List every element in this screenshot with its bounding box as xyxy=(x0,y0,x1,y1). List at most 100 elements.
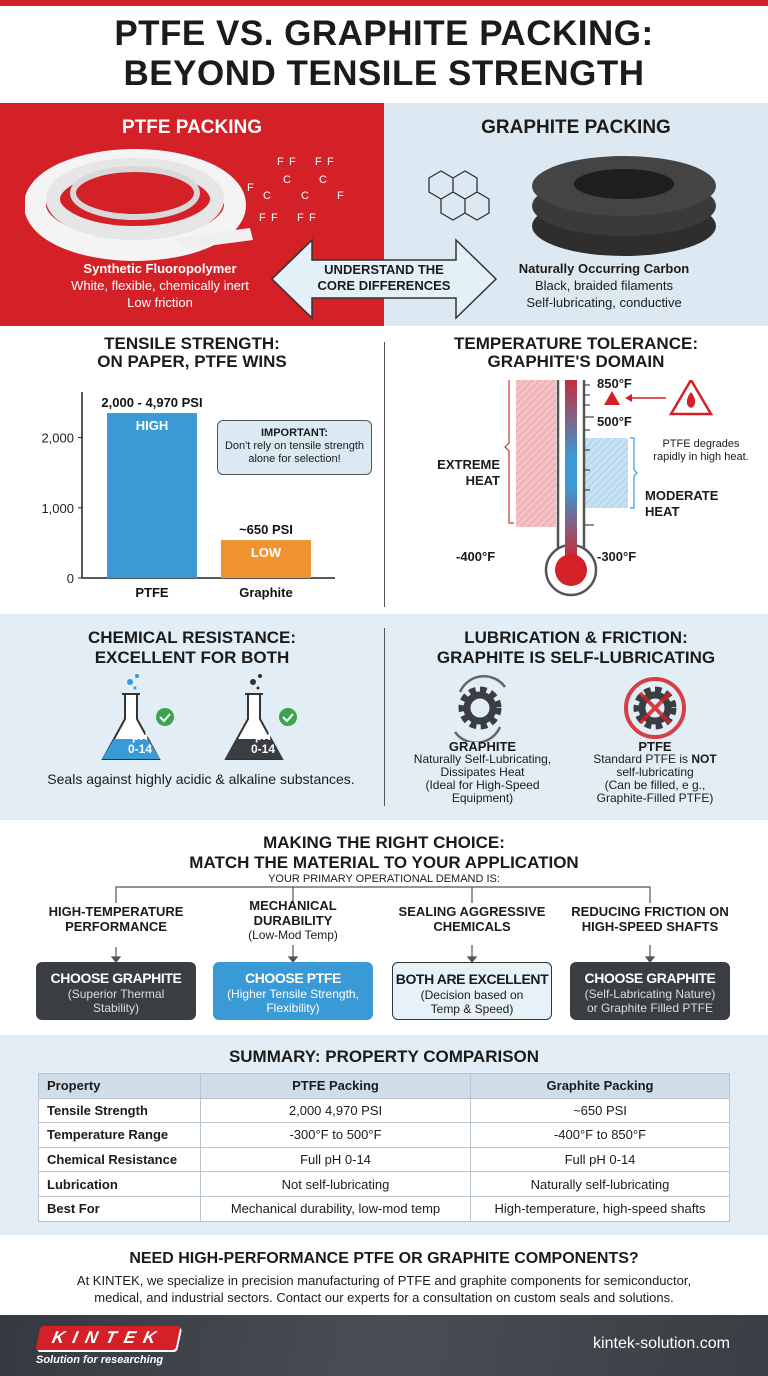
choice-subtitle: YOUR PRIMARY OPERATIONAL DEMAND IS: xyxy=(268,873,500,885)
demand-chemicals: SEALING AGGRESSIVE CHEMICALS xyxy=(384,904,560,934)
table-row: Lubrication Not self-lubricating Naturally… xyxy=(38,1171,730,1197)
ptfe-lubrication-text: PTFE Standard PTFE is NOT self-lubricati… xyxy=(575,740,735,805)
ptfe-subtitle: Synthetic Fluoropolymer xyxy=(83,261,237,276)
demand-mechanical: MECHANICAL DURABILITY (Low-Mod Temp) xyxy=(205,898,381,943)
temperature-title-1: TEMPERATURE TOLERANCE: xyxy=(454,334,698,353)
graphite-range-band xyxy=(516,380,556,527)
warning-line-1: PTFE degrades xyxy=(662,438,740,450)
section-divider-2 xyxy=(384,628,385,806)
y-tick-label: 2,000 xyxy=(41,431,74,446)
arrow-text-1: UNDERSTAND THE xyxy=(324,262,444,277)
cell: Best For xyxy=(38,1195,201,1222)
data-label: 2,000 - 4,970 PSI xyxy=(101,395,202,410)
thermometer-diagram xyxy=(504,380,714,597)
y-tick-label: 1,000 xyxy=(41,501,74,516)
warning-line-2: rapidly in high heat. xyxy=(653,451,749,463)
choose-graphite-box-1: CHOOSE GRAPHITE (Superior Thermal Stabilit… xyxy=(36,962,196,1020)
demand-high-temp: HIGH-TEMPERATURE PERFORMANCE xyxy=(28,904,204,934)
warning-icon xyxy=(604,391,620,405)
ph-label: pH xyxy=(132,729,148,743)
lubrication-title-1: LUBRICATION & FRICTION: xyxy=(464,628,688,647)
demand-line: SEALING AGGRESSIVE xyxy=(398,904,546,919)
ptfe-coil-image xyxy=(25,149,253,261)
graphite-lub-4: Equipment) xyxy=(451,791,514,805)
callout-line-2: alone for selection! xyxy=(248,453,341,465)
svg-text:C: C xyxy=(263,190,271,202)
gear-rotating-icon xyxy=(453,674,507,742)
cell: -400°F to 850°F xyxy=(470,1122,730,1148)
graphite-flask-label: pH 0-14 xyxy=(241,730,285,756)
temp-label-850: 850°F xyxy=(597,376,632,391)
ptfe-flask-icon xyxy=(101,674,174,760)
check-icon xyxy=(156,708,174,726)
cell: Full pH 0-14 xyxy=(470,1146,730,1173)
graphite-flask-icon xyxy=(224,674,297,760)
decision-tree-lines xyxy=(110,886,656,963)
bar-level-label: HIGH xyxy=(136,418,169,433)
choice-title-2: MATCH THE MATERIAL TO YOUR APPLICATION xyxy=(189,853,579,872)
temperature-title: TEMPERATURE TOLERANCE: GRAPHITE'S DOMAIN xyxy=(384,335,768,371)
table-row: Temperature Range -300°F to 500°F -400°F t… xyxy=(38,1122,730,1148)
check-icon xyxy=(279,708,297,726)
header-property: Property xyxy=(38,1073,201,1099)
y-tick-label: 0 xyxy=(67,571,74,586)
ptfe-lub-not: NOT xyxy=(691,752,717,766)
cta-body: At KINTEK, we specialize in precision ma… xyxy=(0,1272,768,1306)
svg-text:F: F xyxy=(315,156,322,168)
chemical-title-2: EXCELLENT FOR BOTH xyxy=(94,648,290,667)
ph-range: 0-14 xyxy=(127,742,153,756)
comparison-table: Property PTFE Packing Graphite Packing T… xyxy=(38,1073,730,1222)
logo-text: KINTEK xyxy=(50,1328,166,1347)
thermometer-bulb xyxy=(555,554,587,586)
bar-ptfe xyxy=(107,413,197,578)
cell: -300°F to 500°F xyxy=(200,1122,471,1148)
ptfe-lub-1: Standard PTFE is xyxy=(593,752,692,766)
graphite-desc-2: Self-lubricating, conductive xyxy=(526,295,682,310)
tagline: Solution for researching xyxy=(36,1354,164,1366)
temp-label-minus400: -400°F xyxy=(456,549,496,564)
ph-range: 0-14 xyxy=(250,742,276,756)
result-detail: Flexibility) xyxy=(266,1001,320,1015)
ptfe-desc-1: White, flexible, chemically inert xyxy=(71,278,249,293)
demand-line: PERFORMANCE xyxy=(65,919,167,934)
cell: Naturally self-lubricating xyxy=(470,1171,730,1197)
ptfe-range-brace xyxy=(630,437,638,509)
ptfe-flask-label: pH 0-14 xyxy=(118,730,162,756)
temp-label-minus300: -300°F xyxy=(597,549,637,564)
demand-line: CHEMICALS xyxy=(433,919,511,934)
summary-title: SUMMARY: PROPERTY COMPARISON xyxy=(228,1047,540,1066)
graphite-lub-1: Naturally Self-Lubricating, xyxy=(413,752,552,766)
graphite-subtitle: Naturally Occurring Carbon xyxy=(518,261,690,276)
callout-title: IMPORTANT: xyxy=(260,427,328,439)
demand-line: HIGH-SPEED SHAFTS xyxy=(581,919,719,934)
ptfe-lub-name: PTFE xyxy=(638,739,672,754)
result-detail: (Self-Labricating Nature) xyxy=(584,987,716,1001)
both-excellent-box: BOTH ARE EXCELLENT (Decision based on Temp… xyxy=(392,962,552,1020)
double-arrow-icon xyxy=(270,238,498,320)
choose-graphite-box-2: CHOOSE GRAPHITE (Self-Labricating Nature)… xyxy=(570,962,730,1020)
svg-text:F: F xyxy=(327,156,334,168)
ptfe-degrades-note: PTFE degrades rapidly in high heat. xyxy=(636,438,766,464)
cell: Chemical Resistance xyxy=(38,1146,201,1173)
chemical-caption: Seals against highly acidic & alkaline s… xyxy=(47,771,355,787)
data-label: ~650 PSI xyxy=(239,522,293,537)
result-label: CHOOSE GRAPHITE xyxy=(584,970,716,986)
graphite-lub-name: GRAPHITE xyxy=(448,739,517,754)
header-ptfe: PTFE Packing xyxy=(200,1073,471,1099)
cell: ~650 PSI xyxy=(470,1097,730,1124)
cell: Lubrication xyxy=(38,1171,201,1197)
bar-level-label: LOW xyxy=(251,545,282,560)
tensile-title-1: TENSILE STRENGTH: xyxy=(104,334,280,353)
graphite-lub-2: Dissipates Heat xyxy=(440,765,525,779)
kintek-logo[interactable]: KINTEK xyxy=(35,1326,181,1350)
website-link[interactable]: kintek-solution.com xyxy=(593,1335,730,1352)
table-header-row: Property PTFE Packing Graphite Packing xyxy=(38,1073,730,1099)
chemical-title: CHEMICAL RESISTANCE: EXCELLENT FOR BOTH xyxy=(0,628,384,668)
result-detail: (Decision based on xyxy=(420,988,524,1002)
moderate-heat-2: HEAT xyxy=(645,504,680,519)
cell: Tensile Strength xyxy=(38,1097,201,1124)
moderate-heat-label: MODERATE HEAT xyxy=(645,488,718,520)
cta-line-2: medical, and industrial sectors. Contact… xyxy=(94,1290,674,1305)
svg-text:F: F xyxy=(259,212,266,224)
